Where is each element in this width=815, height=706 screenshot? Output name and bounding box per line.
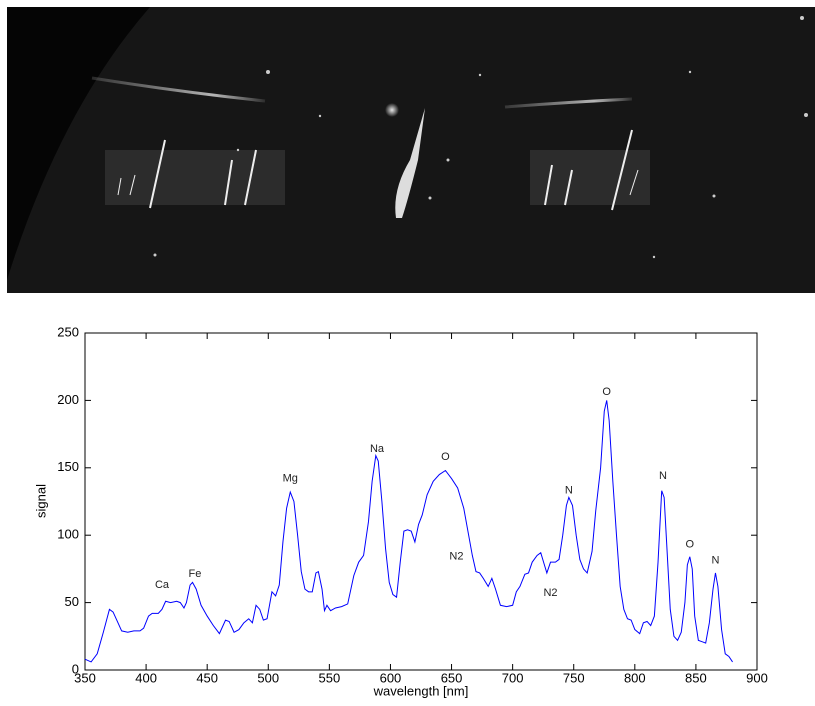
x-axis-label: wavelength [nm] [373, 683, 469, 698]
line-annotation: Na [370, 443, 385, 455]
plot-frame [84, 332, 758, 671]
line-annotation: Ca [155, 579, 170, 591]
spectrum-line [84, 400, 733, 663]
meteor-head [395, 108, 425, 218]
spectrum-lines [117, 129, 639, 211]
line-annotation: Fe [189, 568, 202, 580]
line-annotation: O [686, 539, 695, 551]
y-tick-label: 200 [57, 392, 79, 407]
x-tick-label: 650 [441, 670, 463, 685]
y-tick-label: 50 [65, 594, 79, 609]
photo-background [7, 7, 815, 293]
x-tick-label: 750 [563, 670, 585, 685]
spectrum-haze [105, 150, 285, 205]
spectrum-haze [530, 150, 650, 205]
meteor-streak [91, 76, 266, 103]
y-tick-label: 250 [57, 324, 79, 339]
line-annotation: O [602, 386, 611, 398]
photo-vignette [7, 7, 150, 280]
line-annotation: O [441, 451, 450, 463]
x-tick-label: 700 [502, 670, 524, 685]
meteor-photo [7, 7, 815, 293]
star [385, 103, 399, 117]
y-tick-label: 100 [57, 527, 79, 542]
x-tick-label: 900 [746, 670, 768, 685]
y-axis-label: signal [33, 484, 48, 518]
stars [153, 16, 808, 259]
line-annotation: Mg [283, 472, 298, 484]
y-tick-label: 150 [57, 459, 79, 474]
meteor-streak [504, 97, 633, 109]
x-tick-label: 800 [624, 670, 646, 685]
x-tick-label: 350 [74, 670, 96, 685]
x-tick-label: 400 [135, 670, 157, 685]
line-annotation: N2 [449, 551, 463, 563]
line-annotation: N [659, 470, 667, 482]
x-tick-label: 850 [685, 670, 707, 685]
x-tick-label: 450 [196, 670, 218, 685]
line-annotation: N2 [543, 587, 557, 599]
y-tick-label: 0 [72, 661, 79, 676]
x-tick-label: 500 [257, 670, 279, 685]
x-tick-label: 550 [319, 670, 341, 685]
x-tick-label: 600 [380, 670, 402, 685]
line-annotation: N [711, 555, 719, 567]
line-annotation: N [565, 485, 573, 497]
